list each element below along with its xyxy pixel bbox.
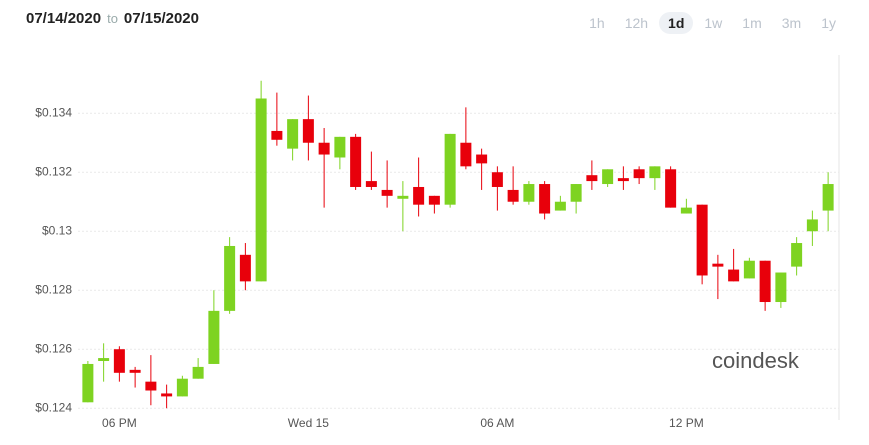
- candle-body: [806, 219, 818, 232]
- range-button[interactable]: 1h: [589, 15, 605, 31]
- candle-body: [255, 98, 267, 282]
- candle-body: [712, 263, 724, 267]
- candle-body: [775, 272, 787, 303]
- y-tick-label: $0.13: [42, 223, 72, 237]
- range-button[interactable]: 1w: [704, 15, 723, 31]
- candle-body: [350, 136, 362, 187]
- candle-body: [381, 189, 393, 196]
- candle-body: [602, 169, 614, 185]
- candle-body: [334, 136, 346, 158]
- candle-body: [822, 184, 834, 211]
- watermark: coindesk: [712, 348, 800, 373]
- candle-body: [570, 184, 582, 202]
- date-from: 07/14/2020: [26, 10, 102, 27]
- candle-body: [649, 166, 661, 179]
- range-button[interactable]: 1m: [742, 15, 762, 31]
- candle-body: [743, 260, 755, 279]
- candle-body: [145, 381, 157, 391]
- candle-body: [397, 195, 409, 199]
- candle-body: [224, 245, 236, 311]
- date-to: 07/15/2020: [123, 10, 199, 27]
- candle-body: [633, 169, 645, 179]
- candle-body: [318, 142, 330, 155]
- candle-body: [428, 195, 440, 205]
- candle-body: [460, 142, 472, 167]
- candle-body: [444, 133, 456, 205]
- candle-body: [759, 260, 771, 303]
- candle-body: [617, 178, 629, 182]
- range-button[interactable]: 3m: [781, 15, 802, 31]
- candle-body: [554, 201, 566, 211]
- y-tick-label: $0.128: [35, 282, 72, 296]
- candle-body: [287, 119, 299, 149]
- candle-body: [113, 349, 125, 373]
- candle-body: [728, 269, 740, 282]
- range-button[interactable]: 1d: [659, 12, 694, 34]
- y-tick-label: $0.124: [35, 400, 72, 414]
- range-button[interactable]: 1y: [821, 15, 836, 31]
- candle-body: [98, 358, 110, 362]
- candle-body: [208, 310, 220, 364]
- candle-body: [539, 184, 551, 214]
- candle-body: [129, 369, 141, 373]
- candle-body: [365, 181, 377, 187]
- date-range: 07/14/2020 to 07/15/2020: [26, 10, 199, 27]
- candle-body: [176, 378, 188, 397]
- y-tick-label: $0.126: [35, 341, 72, 355]
- date-separator: to: [107, 11, 118, 26]
- candle-body: [239, 254, 251, 282]
- candle-body: [523, 184, 535, 202]
- x-tick-label: 06 AM: [480, 416, 514, 430]
- y-tick-label: $0.132: [35, 164, 72, 178]
- candle-body: [491, 172, 503, 187]
- candle-body: [665, 169, 677, 208]
- candle-body: [507, 189, 519, 202]
- x-tick-label: Wed 15: [288, 416, 329, 430]
- candle-body: [413, 186, 425, 205]
- candle-body: [586, 175, 598, 182]
- candle-body: [696, 204, 708, 276]
- x-tick-label: 12 PM: [669, 416, 704, 430]
- candle-body: [680, 207, 692, 214]
- y-tick-label: $0.134: [35, 105, 72, 119]
- candle-body: [82, 363, 94, 403]
- candle-body: [271, 130, 283, 140]
- candle-body: [161, 393, 173, 397]
- range-button[interactable]: 12h: [624, 15, 649, 31]
- x-tick-label: 06 PM: [102, 416, 137, 430]
- candle-body: [192, 366, 204, 379]
- candle-body: [791, 243, 803, 267]
- range-selector: 1h 12h 1d 1w 1m 3m 1y: [580, 12, 845, 34]
- candle-body: [476, 154, 488, 164]
- candle-body: [302, 119, 314, 143]
